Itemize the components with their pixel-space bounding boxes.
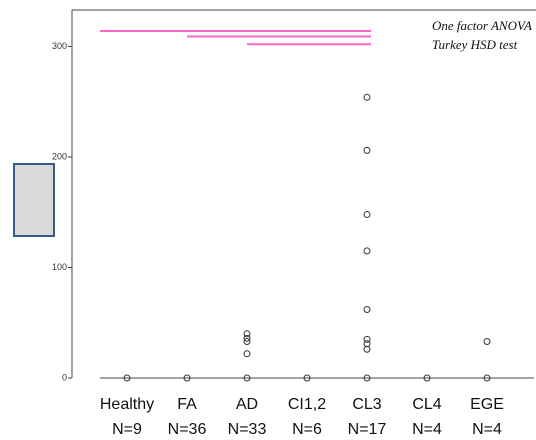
outlier bbox=[363, 345, 371, 353]
x-tick-label: Healthy bbox=[100, 396, 154, 413]
x-tick-label: CI1,2 bbox=[288, 396, 326, 413]
annotation: One factor ANOVA bbox=[432, 18, 532, 33]
outlier bbox=[243, 374, 251, 382]
n-label: N=33 bbox=[228, 421, 267, 438]
outlier bbox=[123, 374, 131, 382]
y-tick-label: 300 bbox=[52, 41, 67, 51]
outlier bbox=[303, 374, 311, 382]
outlier bbox=[183, 374, 191, 382]
n-label: N=6 bbox=[292, 421, 322, 438]
x-tick-label: AD bbox=[236, 396, 258, 413]
outlier bbox=[423, 374, 431, 382]
x-tick-label: CL4 bbox=[412, 396, 441, 413]
outlier bbox=[483, 374, 491, 382]
outlier bbox=[363, 305, 371, 313]
y-tick-label: 100 bbox=[52, 262, 67, 272]
n-label: N=36 bbox=[168, 421, 207, 438]
x-tick-label: CL3 bbox=[352, 396, 381, 413]
outlier bbox=[363, 335, 371, 343]
outlier bbox=[363, 146, 371, 154]
outlier bbox=[363, 374, 371, 382]
outlier bbox=[363, 210, 371, 218]
outlier bbox=[243, 350, 251, 358]
outlier bbox=[363, 93, 371, 101]
n-label: N=9 bbox=[112, 421, 142, 438]
outlier bbox=[483, 338, 491, 346]
box-fragment bbox=[13, 163, 55, 237]
n-label: N=4 bbox=[412, 421, 442, 438]
outlier bbox=[243, 334, 251, 342]
n-label: N=4 bbox=[472, 421, 502, 438]
x-tick-label: EGE bbox=[470, 396, 504, 413]
outlier bbox=[243, 338, 251, 346]
outlier bbox=[243, 330, 251, 338]
outlier bbox=[363, 247, 371, 255]
y-tick-label: 0 bbox=[62, 372, 67, 382]
n-label: N=17 bbox=[348, 421, 387, 438]
annotation: Turkey HSD test bbox=[432, 37, 518, 52]
x-tick-label: FA bbox=[177, 396, 197, 413]
y-tick-label: 200 bbox=[52, 151, 67, 161]
